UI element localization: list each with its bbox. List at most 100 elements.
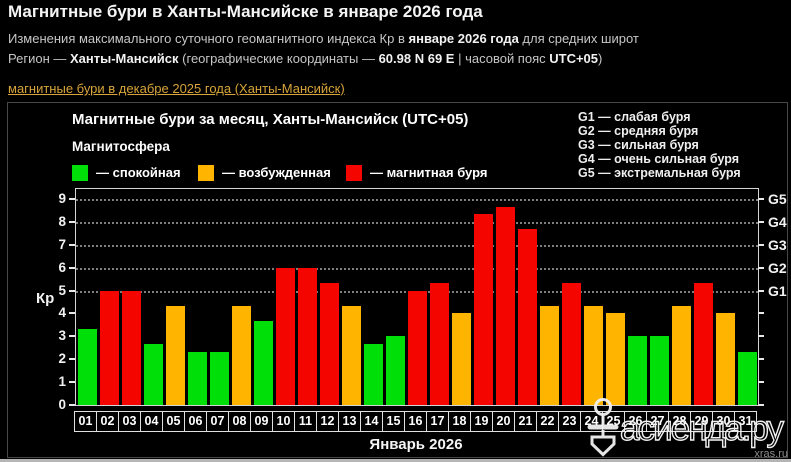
kp-bar-31: [737, 351, 757, 405]
day-label-31: 31: [734, 411, 757, 432]
kp-bar-18: [451, 313, 471, 405]
kp-bar-20: [495, 206, 515, 405]
y-tick-label-5: 5: [58, 282, 66, 298]
day-label-30: 30: [712, 411, 735, 432]
day-label-22: 22: [536, 411, 559, 432]
y-tick-right-7: [758, 243, 764, 246]
region-coords: 60.98 N 69 E: [378, 51, 455, 66]
chart-subtitle: Магнитосфера: [72, 139, 170, 154]
kp-bar-12: [319, 283, 339, 405]
header-region-line: Регион — Ханты-Мансийск (географические …: [8, 51, 602, 66]
chart-title: Магнитные бури за месяц, Ханты-Мансийск …: [72, 111, 469, 128]
excited-color-swatch-icon: [198, 164, 214, 181]
day-label-20: 20: [492, 411, 515, 432]
horizontal-scrollbar[interactable]: [0, 459, 791, 462]
region-mid: (географические координаты —: [178, 51, 379, 66]
region-name: Ханты-Мансийск: [69, 51, 179, 66]
y-tick-label-1: 1: [58, 374, 66, 390]
y-tick-left-4: [69, 312, 75, 315]
day-label-08: 08: [228, 411, 251, 432]
day-label-27: 27: [646, 411, 669, 432]
legend-storm-label: — магнитная буря: [370, 165, 488, 181]
day-label-11: 11: [294, 411, 317, 432]
storm-scale-g4: G4 — очень сильная буря: [578, 152, 739, 166]
day-label-23: 23: [558, 411, 581, 432]
day-label-06: 06: [184, 411, 207, 432]
y-tick-right-5: [758, 289, 764, 292]
kp-bar-24: [583, 305, 603, 405]
kp-bar-25: [605, 313, 625, 405]
page-title: Магнитные бури в Ханты-Мансийске в январ…: [8, 2, 483, 21]
day-label-12: 12: [316, 411, 339, 432]
y-axis-label: Кр: [36, 290, 55, 307]
y-tick-label-8: 8: [58, 213, 66, 229]
storm-scale-g5: G5 — экстремальная буря: [578, 166, 741, 180]
day-label-10: 10: [272, 411, 295, 432]
day-label-02: 02: [96, 411, 119, 432]
day-label-14: 14: [360, 411, 383, 432]
y-tick-label-3: 3: [58, 328, 66, 344]
gridline-kp7: [76, 244, 758, 247]
y-tick-label-7: 7: [58, 236, 66, 252]
y-tick-label-6: 6: [58, 259, 66, 275]
region-sep: | часовой пояс: [454, 51, 550, 66]
y-tick-right-0: [758, 404, 764, 406]
day-label-04: 04: [140, 411, 163, 432]
day-label-01: 01: [74, 411, 97, 432]
day-label-09: 09: [250, 411, 273, 432]
kp-bar-09: [253, 321, 273, 405]
gridline-kp8: [76, 221, 758, 224]
y-tick-right-3: [758, 335, 764, 338]
day-label-07: 07: [206, 411, 229, 432]
subtitle-month-bold: январе 2026 года: [408, 31, 519, 46]
day-axis: 01 02 03 04 05 06 07 08 09 10 11 12 13 14 15 16 17 18 19 20…: [74, 411, 759, 432]
day-label-03: 03: [118, 411, 141, 432]
kp-bar-22: [539, 305, 559, 405]
plot-area: 0 1 2 3 4 5 G1 6 G2 7 G3 8 G4 9 G5: [58, 188, 787, 412]
source-label: xras.ru: [754, 448, 788, 460]
y-tick-label-4: 4: [58, 305, 66, 321]
y-tick-label-2: 2: [58, 351, 66, 367]
kp-bar-06: [187, 351, 207, 405]
day-label-28: 28: [668, 411, 691, 432]
day-label-15: 15: [382, 411, 405, 432]
day-label-05: 05: [162, 411, 185, 432]
y-tick-left-1: [69, 381, 75, 384]
watermark-text: асиенда.ру: [619, 408, 785, 448]
region-prefix: Регион —: [8, 51, 70, 66]
legend-excited-label: — возбужденная: [222, 165, 331, 181]
y-tick-label-0: 0: [58, 397, 66, 412]
subtitle-text: Изменения максимального суточного геомаг…: [8, 31, 409, 46]
y-tick-left-0: [69, 404, 75, 406]
storm-color-swatch-icon: [346, 164, 362, 181]
kp-bar-07: [209, 351, 229, 405]
storm-scale-g1: G1 — слабая буря: [578, 110, 691, 124]
y-tick-left-5: [69, 289, 75, 292]
x-axis-month-label: Январь 2026: [369, 436, 463, 453]
g-scale-label-g5: G5: [768, 191, 787, 207]
day-label-13: 13: [338, 411, 361, 432]
kp-bar-03: [121, 290, 141, 405]
kp-bar-28: [671, 305, 691, 405]
y-tick-right-8: [758, 220, 764, 223]
day-label-18: 18: [448, 411, 471, 432]
kp-bar-04: [143, 343, 163, 405]
y-tick-right-4: [758, 312, 764, 315]
kp-bar-17: [429, 283, 449, 405]
kp-bar-30: [715, 313, 735, 405]
y-tick-left-2: [69, 358, 75, 361]
prev-month-link[interactable]: магнитные бури в декабре 2025 года (Хант…: [8, 81, 345, 96]
y-tick-left-6: [69, 266, 75, 269]
legend-item-quiet: — спокойная: [72, 164, 181, 181]
kp-bar-19: [473, 214, 493, 405]
kp-bar-15: [385, 336, 405, 405]
day-label-19: 19: [470, 411, 493, 432]
kp-bar-23: [561, 283, 581, 405]
y-tick-right-9: [758, 198, 764, 200]
day-label-16: 16: [404, 411, 427, 432]
legend-item-storm: — магнитная буря: [346, 164, 487, 181]
kp-bar-02: [99, 290, 119, 405]
kp-bar-13: [341, 305, 361, 405]
kp-bar-01: [77, 328, 97, 405]
region-end: ): [598, 51, 603, 66]
